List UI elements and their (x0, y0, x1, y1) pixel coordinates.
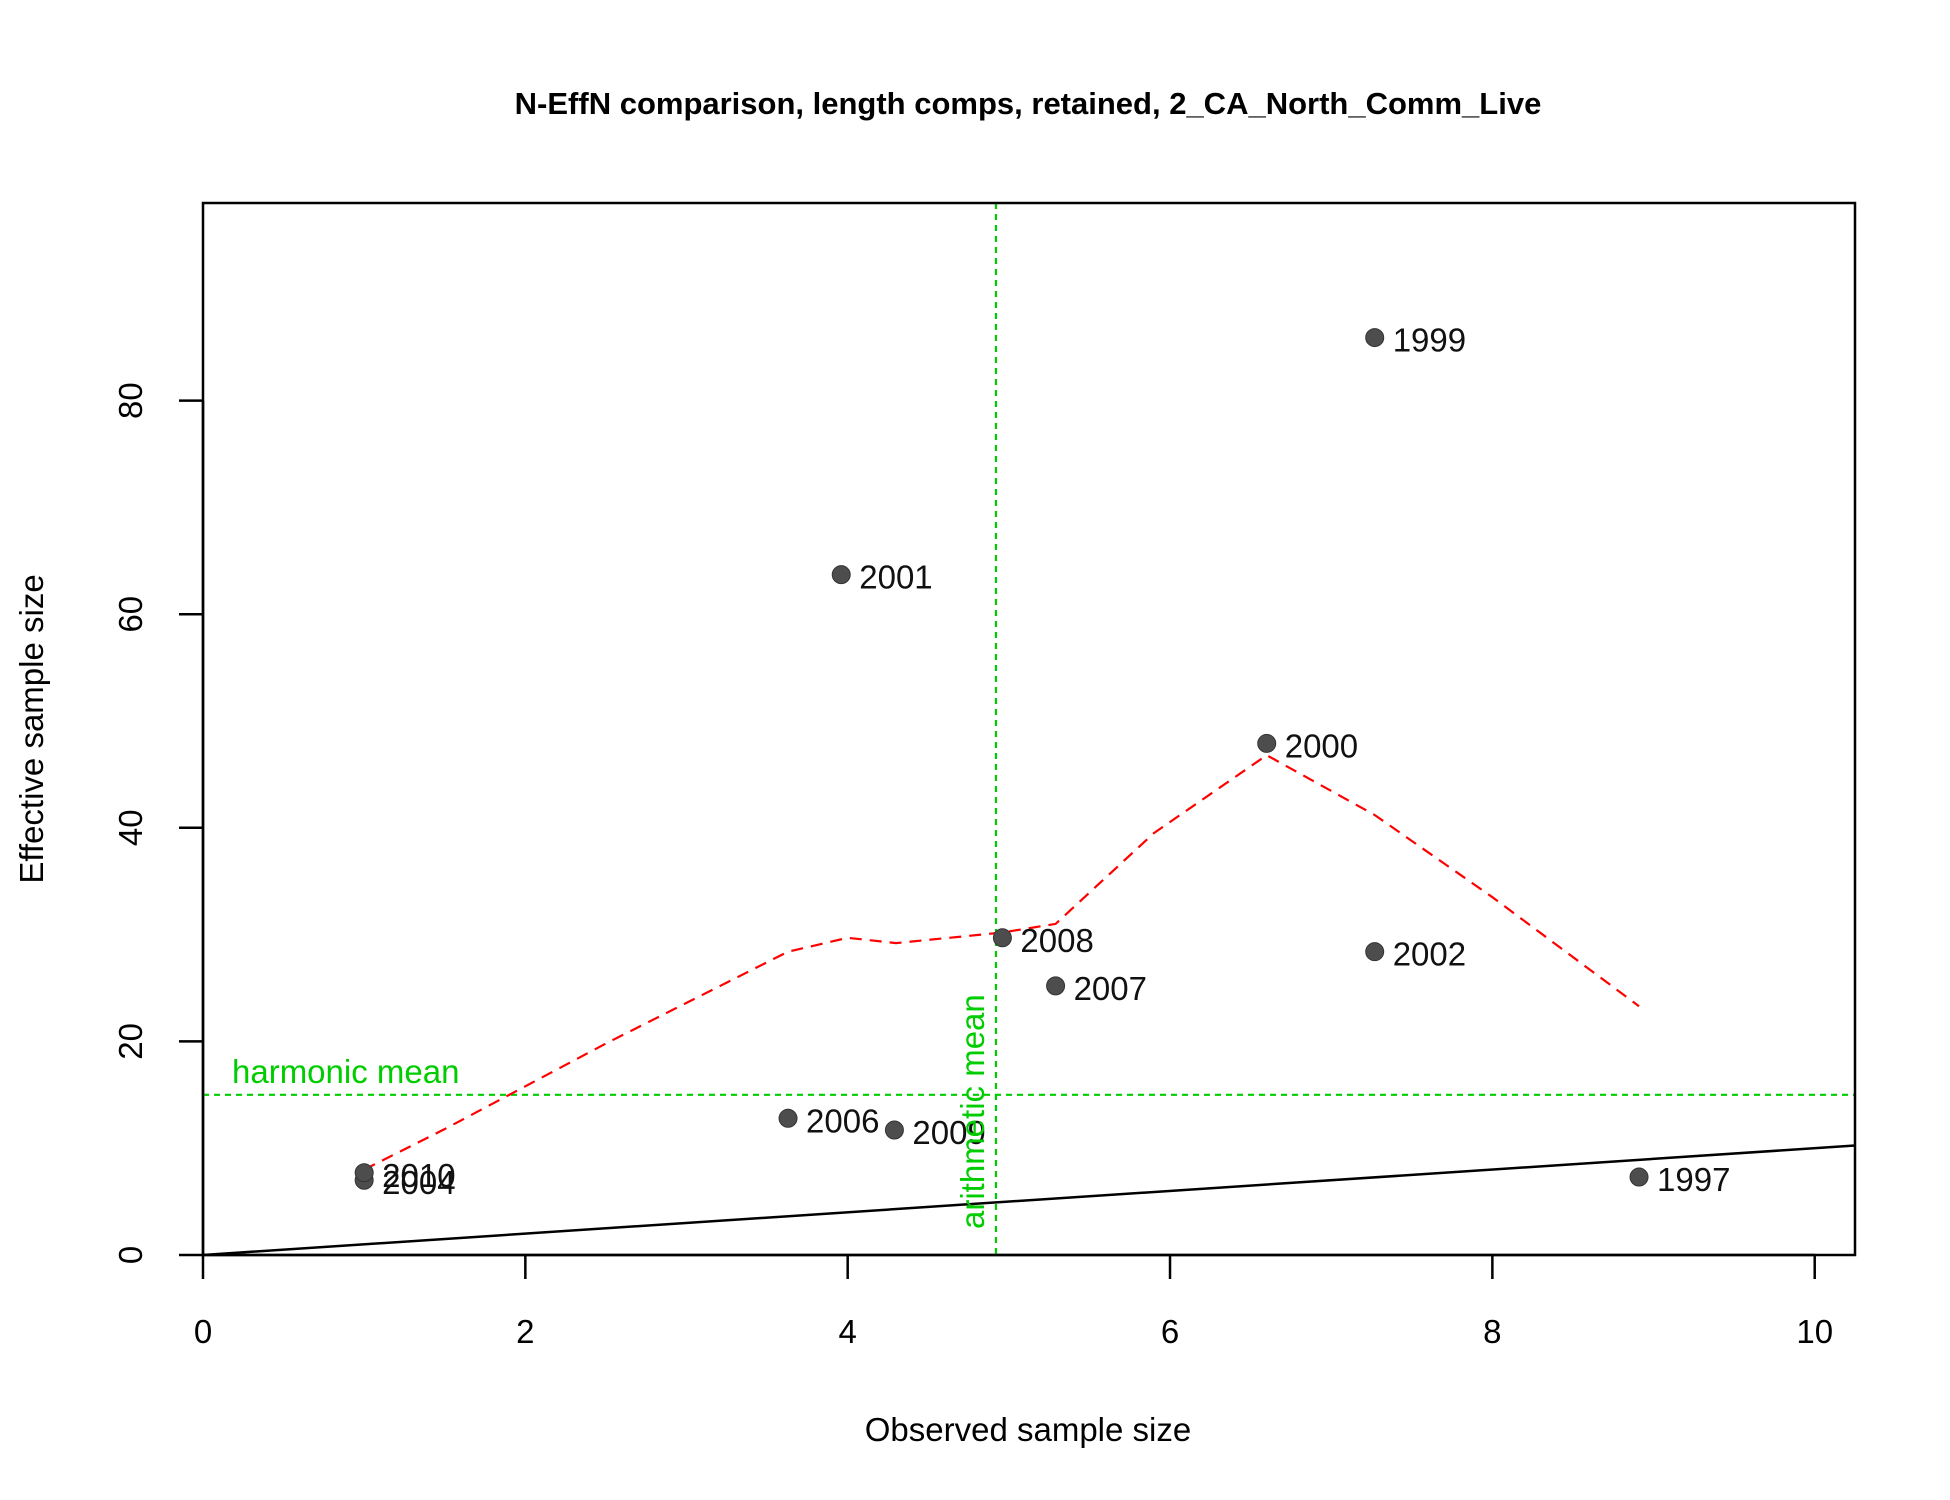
axes-ticks: 0 2 4 6 8 10 0 20 40 60 80 (112, 382, 1833, 1350)
point-label-1999: 1999 (1393, 322, 1466, 359)
harmonic-mean-label: harmonic mean (232, 1053, 459, 1090)
point-2001 (831, 565, 851, 585)
identity-line (203, 1144, 1855, 1255)
y-axis-label: Effective sample size (13, 574, 50, 883)
y-tick-label-3: 60 (112, 596, 149, 633)
point-2010 (354, 1163, 374, 1183)
point-label-1997: 1997 (1657, 1161, 1730, 1198)
point-label-2007: 2007 (1074, 970, 1147, 1007)
point-2007 (1046, 976, 1066, 996)
point-1997 (1629, 1167, 1649, 1187)
y-tick-label-1: 20 (112, 1023, 149, 1060)
arithmetic-mean-label: arithmetic mean (954, 994, 991, 1229)
point-2000 (1257, 733, 1277, 753)
point-label-2004: 2004 (382, 1164, 455, 1201)
x-tick-label-0: 0 (194, 1313, 212, 1350)
plot-inner (203, 203, 1855, 1255)
chart-title: N-EffN comparison, length comps, retaine… (515, 86, 1542, 121)
x-tick-label-2: 4 (839, 1313, 857, 1350)
point-2008 (992, 928, 1012, 948)
x-tick-label-5: 10 (1796, 1313, 1833, 1350)
point-2002 (1365, 942, 1385, 962)
point-label-2009: 2009 (912, 1114, 985, 1151)
x-tick-label-1: 2 (516, 1313, 534, 1350)
point-label-2010: 2010 (382, 1157, 455, 1194)
point-2006 (778, 1108, 798, 1128)
y-tick-label-0: 0 (112, 1246, 149, 1264)
point-2009 (884, 1120, 904, 1140)
plot-area: harmonic mean 1997 1999 2000 2001 2002 2004 200… (203, 203, 1855, 1255)
x-axis-label: Observed sample size (865, 1411, 1191, 1448)
smoother-line (363, 753, 1640, 1171)
plot-frame (201, 201, 1857, 1257)
x-tick-label-3: 6 (1161, 1313, 1179, 1350)
point-label-2002: 2002 (1393, 936, 1466, 973)
point-label-2001: 2001 (859, 559, 932, 596)
point-label-2000: 2000 (1285, 727, 1358, 764)
point-label-2006: 2006 (806, 1102, 879, 1139)
point-label-2008: 2008 (1020, 922, 1093, 959)
y-tick-label-2: 40 (112, 809, 149, 846)
y-tick-label-4: 80 (112, 382, 149, 419)
point-1999 (1365, 328, 1385, 348)
x-tick-label-4: 8 (1483, 1313, 1501, 1350)
